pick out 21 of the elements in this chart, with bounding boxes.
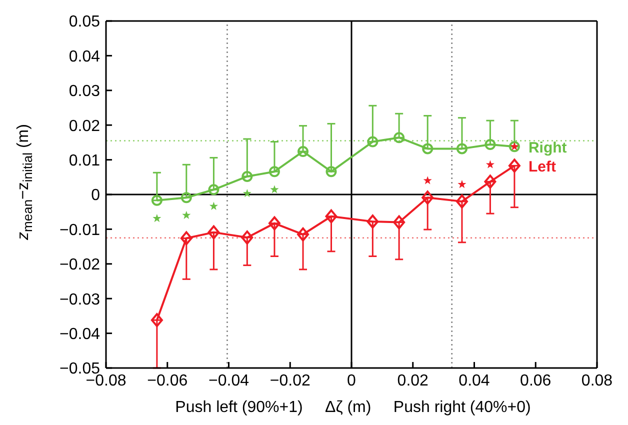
- y-tick-label: 0.05: [68, 14, 100, 31]
- y-tick-label: −0.03: [60, 291, 100, 308]
- y-tick-label: 0.04: [68, 48, 100, 66]
- x-tick-label: −0.02: [270, 372, 310, 390]
- x-tick-label: 0.08: [581, 372, 613, 390]
- y-tick-label: 0: [91, 187, 100, 204]
- y-tick-label: −0.04: [60, 326, 100, 343]
- x-tick-label: 0.02: [397, 372, 429, 390]
- x-tick-label: 0.04: [458, 372, 490, 390]
- x-tick-label: −0.04: [208, 372, 250, 390]
- x-tick-label: 0.06: [520, 372, 552, 390]
- series-label: Left: [528, 158, 556, 176]
- y-tick-label: 0.01: [68, 152, 100, 170]
- y-tick-label: 0.02: [68, 118, 100, 135]
- y-tick-label: −0.02: [60, 256, 100, 274]
- x-axis-title: Push left (90%+1) Δζ (m) Push right (40%+0): [175, 399, 531, 416]
- x-tick-label: 0: [347, 372, 356, 390]
- series-label: Right: [528, 140, 567, 157]
- x-tick-label: −0.06: [147, 372, 188, 390]
- y-tick-label: 0.03: [68, 83, 100, 100]
- y-tick-label: −0.01: [60, 222, 100, 239]
